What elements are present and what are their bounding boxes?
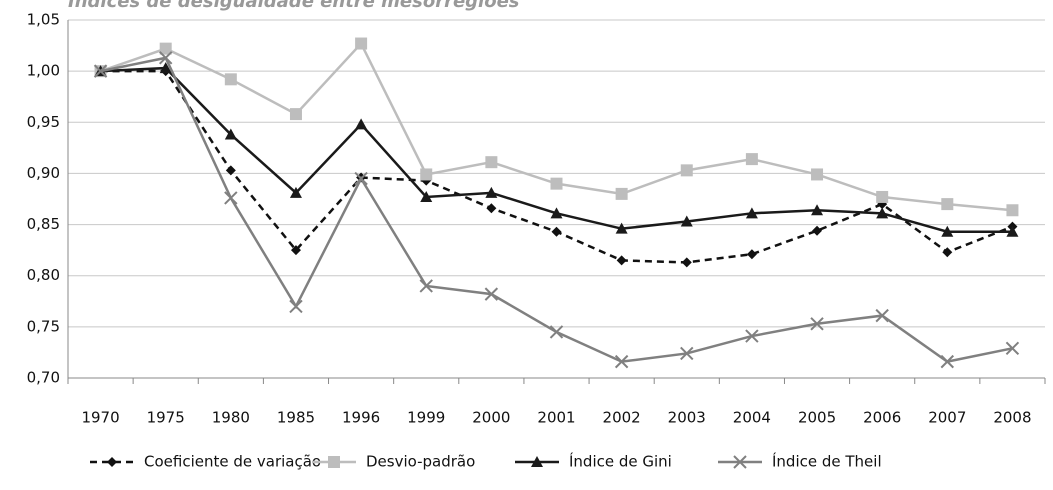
y-tick-label: 0,95 — [27, 113, 60, 131]
marker — [420, 168, 433, 181]
y-tick-label: 0,80 — [27, 266, 60, 284]
marker — [486, 203, 497, 214]
legend-label: Índice de Gini — [569, 452, 672, 471]
marker — [942, 247, 953, 258]
y-tick-label: 1,05 — [27, 11, 60, 29]
x-tick-label: 1996 — [342, 409, 380, 427]
marker — [355, 118, 368, 130]
marker — [680, 215, 693, 227]
marker — [876, 207, 889, 219]
marker — [812, 225, 823, 236]
marker — [745, 329, 759, 343]
marker — [225, 165, 236, 176]
marker — [93, 64, 108, 78]
x-tick-label: 2008 — [993, 409, 1031, 427]
legend-label: Coeficiente de variação — [144, 453, 321, 471]
marker — [224, 73, 237, 86]
marker — [940, 354, 955, 369]
marker — [875, 308, 889, 323]
marker — [289, 186, 302, 198]
y-tick-label: 0,85 — [27, 215, 60, 233]
marker — [549, 325, 564, 339]
marker — [485, 186, 498, 198]
marker — [680, 164, 693, 177]
y-tick-label: 1,00 — [27, 62, 60, 80]
marker — [484, 287, 499, 301]
legend-label: Desvio-padrão — [366, 453, 475, 471]
marker — [680, 346, 694, 361]
marker — [681, 257, 692, 268]
marker — [810, 317, 824, 331]
x-tick-label: 2000 — [472, 409, 510, 427]
y-tick-label: 0,90 — [27, 164, 60, 182]
legend-marker — [328, 456, 340, 468]
marker — [876, 190, 889, 203]
legend-marker — [733, 455, 747, 469]
marker — [550, 177, 563, 190]
legend-marker — [531, 456, 543, 467]
marker — [355, 37, 368, 50]
x-tick-label: 2003 — [668, 409, 706, 427]
marker — [158, 51, 173, 65]
marker — [419, 279, 433, 293]
marker — [941, 198, 954, 211]
marker — [159, 42, 172, 55]
x-tick-label: 2006 — [863, 409, 901, 427]
legend-label: Índice de Theil — [772, 452, 882, 471]
marker — [1005, 341, 1020, 356]
x-tick-label: 1985 — [277, 409, 315, 427]
x-tick-label: 2004 — [733, 409, 771, 427]
x-tick-label: 1970 — [81, 409, 119, 427]
marker — [614, 354, 629, 369]
marker — [420, 190, 433, 202]
marker — [811, 168, 824, 181]
marker — [485, 156, 498, 169]
x-tick-label: 2005 — [798, 409, 836, 427]
x-tick-label: 2007 — [928, 409, 966, 427]
x-tick-label: 1999 — [407, 409, 445, 427]
marker — [746, 249, 757, 260]
marker — [354, 171, 368, 186]
marker — [1006, 204, 1019, 217]
legend-marker — [107, 457, 117, 467]
marker — [616, 255, 627, 266]
marker — [615, 222, 628, 234]
marker — [550, 207, 563, 219]
marker — [615, 187, 628, 200]
marker — [289, 299, 303, 314]
marker — [941, 225, 954, 237]
marker — [811, 204, 824, 216]
marker — [745, 207, 758, 219]
marker — [745, 153, 758, 166]
marker — [551, 226, 562, 237]
x-tick-label: 2001 — [537, 409, 575, 427]
marker — [159, 62, 172, 74]
y-tick-label: 0,70 — [27, 369, 60, 387]
marker — [1006, 225, 1019, 237]
marker — [290, 245, 301, 256]
x-tick-label: 1980 — [212, 409, 250, 427]
x-tick-label: 1975 — [147, 409, 185, 427]
y-tick-label: 0,75 — [27, 317, 60, 335]
marker — [224, 128, 237, 140]
chart-title: Índices de desigualdade entre mesorregiõ… — [68, 0, 520, 12]
marker — [289, 108, 302, 121]
x-tick-label: 2002 — [603, 409, 641, 427]
marker — [224, 191, 238, 205]
